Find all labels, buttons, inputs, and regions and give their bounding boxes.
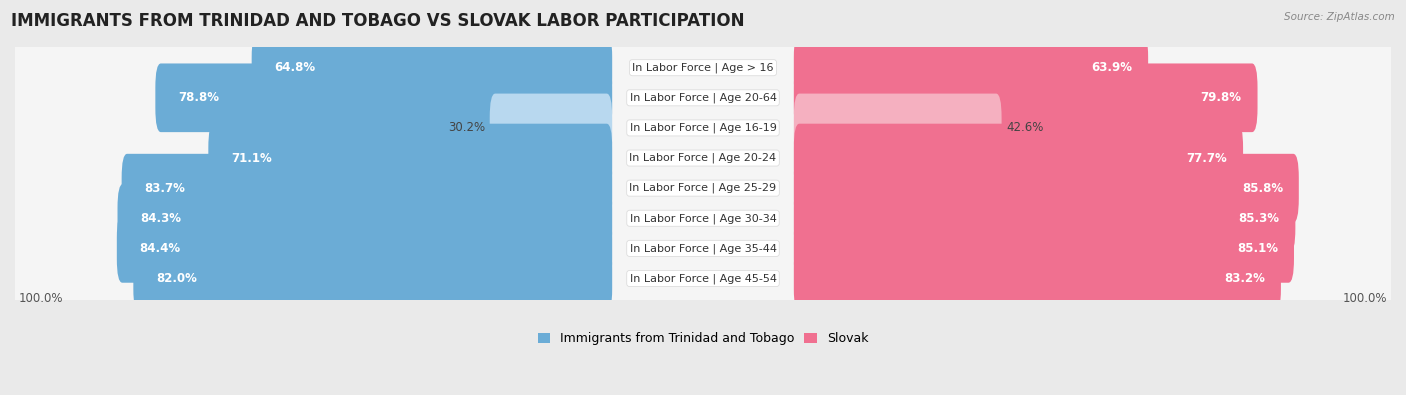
FancyBboxPatch shape [13, 91, 1393, 165]
Text: 82.0%: 82.0% [156, 272, 197, 285]
FancyBboxPatch shape [794, 94, 1001, 162]
FancyBboxPatch shape [13, 182, 1393, 255]
Text: 85.1%: 85.1% [1237, 242, 1278, 255]
Text: 42.6%: 42.6% [1007, 121, 1043, 134]
Text: 100.0%: 100.0% [1343, 292, 1388, 305]
Text: In Labor Force | Age 25-29: In Labor Force | Age 25-29 [630, 183, 776, 194]
Text: 83.7%: 83.7% [145, 182, 186, 195]
Text: In Labor Force | Age 45-54: In Labor Force | Age 45-54 [630, 273, 776, 284]
FancyBboxPatch shape [13, 121, 1393, 195]
FancyBboxPatch shape [794, 184, 1295, 253]
Text: 64.8%: 64.8% [274, 61, 315, 74]
Text: 78.8%: 78.8% [179, 91, 219, 104]
FancyBboxPatch shape [252, 33, 612, 102]
Text: 63.9%: 63.9% [1091, 61, 1132, 74]
FancyBboxPatch shape [794, 64, 1257, 132]
Text: 85.3%: 85.3% [1239, 212, 1279, 225]
Text: 77.7%: 77.7% [1187, 152, 1227, 165]
FancyBboxPatch shape [794, 244, 1281, 313]
FancyBboxPatch shape [13, 242, 1393, 315]
Text: 30.2%: 30.2% [447, 121, 485, 134]
FancyBboxPatch shape [208, 124, 612, 192]
FancyBboxPatch shape [794, 154, 1299, 222]
Text: Source: ZipAtlas.com: Source: ZipAtlas.com [1284, 12, 1395, 22]
Text: In Labor Force | Age 30-34: In Labor Force | Age 30-34 [630, 213, 776, 224]
Text: 85.8%: 85.8% [1241, 182, 1284, 195]
Text: 83.2%: 83.2% [1225, 272, 1265, 285]
FancyBboxPatch shape [122, 154, 612, 222]
FancyBboxPatch shape [794, 124, 1243, 192]
FancyBboxPatch shape [13, 212, 1393, 285]
Text: In Labor Force | Age 16-19: In Labor Force | Age 16-19 [630, 123, 776, 133]
Text: In Labor Force | Age 20-24: In Labor Force | Age 20-24 [630, 153, 776, 163]
Text: 71.1%: 71.1% [231, 152, 271, 165]
Text: 84.4%: 84.4% [139, 242, 180, 255]
FancyBboxPatch shape [155, 64, 612, 132]
FancyBboxPatch shape [117, 214, 612, 283]
Text: 100.0%: 100.0% [18, 292, 63, 305]
Legend: Immigrants from Trinidad and Tobago, Slovak: Immigrants from Trinidad and Tobago, Slo… [534, 329, 872, 349]
FancyBboxPatch shape [134, 244, 612, 313]
Text: 84.3%: 84.3% [141, 212, 181, 225]
FancyBboxPatch shape [13, 31, 1393, 104]
Text: IMMIGRANTS FROM TRINIDAD AND TOBAGO VS SLOVAK LABOR PARTICIPATION: IMMIGRANTS FROM TRINIDAD AND TOBAGO VS S… [11, 12, 745, 30]
Text: In Labor Force | Age 35-44: In Labor Force | Age 35-44 [630, 243, 776, 254]
FancyBboxPatch shape [13, 151, 1393, 225]
FancyBboxPatch shape [13, 61, 1393, 135]
FancyBboxPatch shape [489, 94, 612, 162]
Text: In Labor Force | Age 20-64: In Labor Force | Age 20-64 [630, 92, 776, 103]
FancyBboxPatch shape [118, 184, 612, 253]
FancyBboxPatch shape [794, 33, 1149, 102]
Text: In Labor Force | Age > 16: In Labor Force | Age > 16 [633, 62, 773, 73]
FancyBboxPatch shape [794, 214, 1294, 283]
Text: 79.8%: 79.8% [1201, 91, 1241, 104]
